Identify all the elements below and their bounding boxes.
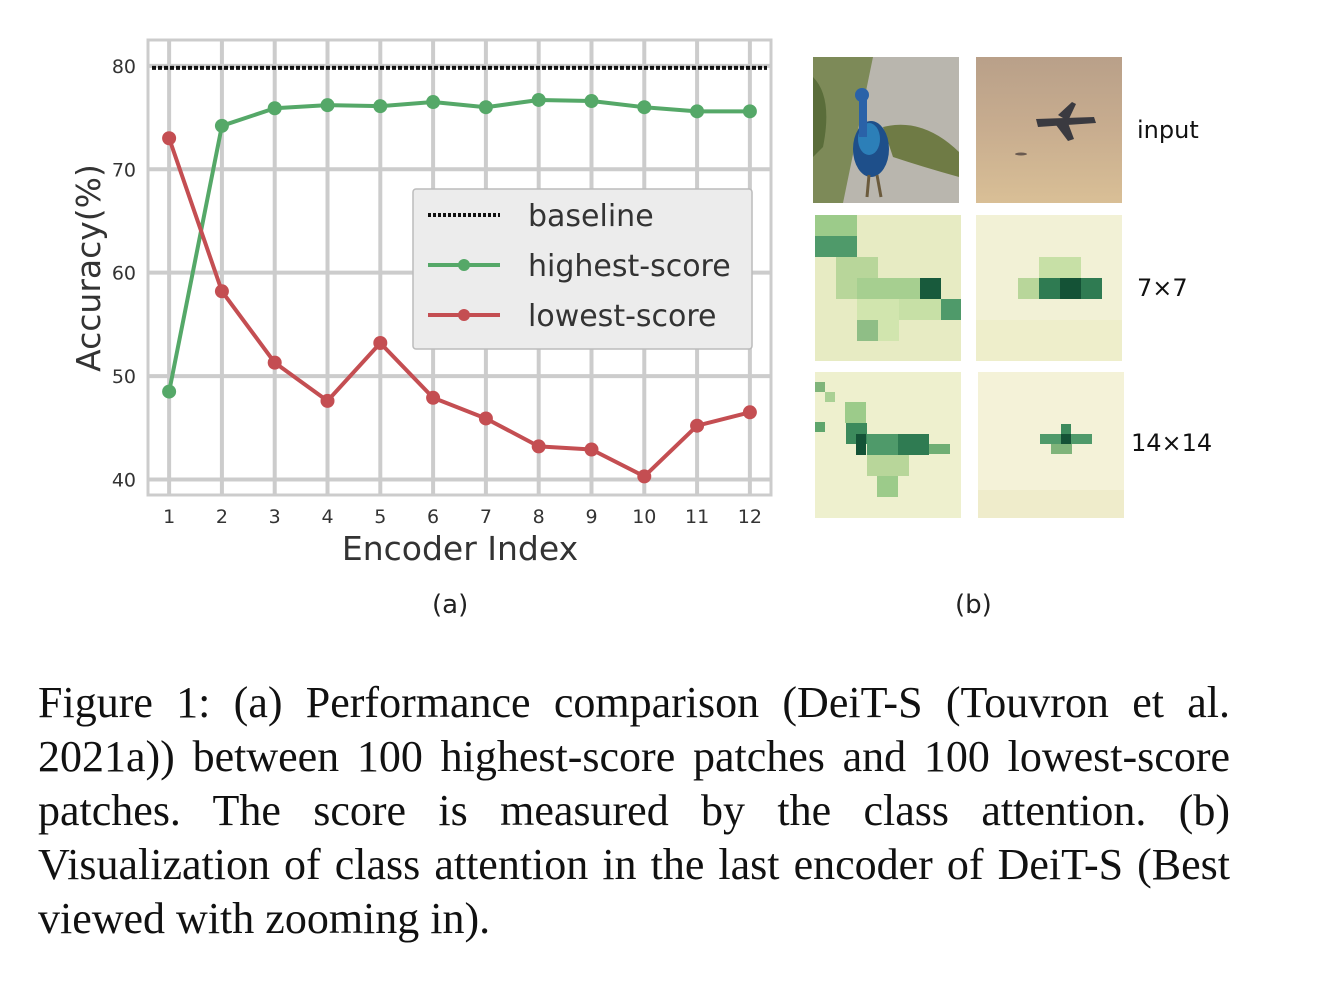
data-point-lowest-score: [637, 469, 652, 484]
y-tick-label: 40: [112, 469, 136, 491]
x-tick-label: 9: [585, 506, 597, 528]
x-tick-label: 7: [480, 506, 492, 528]
row-label-input: input: [1137, 116, 1199, 144]
series-line-highest-score: [167, 97, 750, 392]
data-point-highest-score: [742, 104, 757, 119]
data-point-highest-score: [162, 384, 177, 399]
data-point-lowest-score: [162, 131, 177, 146]
x-tick-label: 11: [685, 506, 709, 528]
grid: [148, 40, 771, 495]
y-tick-label: 70: [112, 159, 136, 181]
legend: baseline highest-score lowest-score: [412, 188, 753, 350]
airplane-attention-7x7: [976, 215, 1122, 361]
peacock-input-image: [813, 57, 959, 203]
legend-marker-highest: [458, 259, 470, 271]
figure-caption: Figure 1: (a) Performance comparison (De…: [38, 678, 1230, 943]
airplane-input-image: [976, 57, 1122, 203]
data-point-lowest-score: [742, 405, 757, 420]
data-point-highest-score: [320, 98, 335, 113]
y-tick-label: 80: [112, 56, 136, 78]
airplane-attention-14x14: [978, 372, 1124, 518]
legend-label-baseline: baseline: [528, 199, 654, 234]
data-point-lowest-score: [478, 411, 493, 426]
y-tick-label: 50: [112, 366, 136, 388]
data-point-highest-score: [690, 104, 705, 119]
data-point-lowest-score: [584, 442, 599, 457]
data-point-highest-score: [426, 95, 441, 110]
data-point-lowest-score: [690, 418, 705, 433]
data-point-highest-score: [584, 94, 599, 109]
data-point-highest-score: [531, 92, 546, 107]
peacock-attention-14x14: [815, 372, 961, 518]
x-tick-label: 1: [163, 506, 175, 528]
x-tick-label: 4: [321, 506, 333, 528]
data-point-highest-score: [214, 118, 229, 133]
y-axis-ticks: 40 50 60 70 80: [112, 56, 136, 492]
data-point-lowest-score: [531, 439, 546, 454]
x-tick-label: 10: [632, 506, 656, 528]
panel-b-label: (b): [955, 590, 992, 620]
data-point-lowest-score: [214, 284, 229, 299]
legend-label-highest: highest-score: [528, 249, 731, 284]
data-point-lowest-score: [267, 355, 282, 370]
row-label-14x14: 14×14: [1131, 429, 1213, 457]
data-point-lowest-score: [320, 393, 335, 408]
x-tick-label: 5: [374, 506, 386, 528]
legend-box: [412, 188, 753, 350]
data-point-highest-score: [267, 101, 282, 116]
legend-marker-lowest: [458, 309, 470, 321]
series-line-lowest-score: [167, 137, 751, 479]
x-tick-label: 12: [738, 506, 762, 528]
x-tick-label: 6: [427, 506, 439, 528]
row-label-7x7: 7×7: [1137, 274, 1188, 302]
data-point-highest-score: [478, 100, 493, 115]
data-point-highest-score: [637, 100, 652, 115]
series-lines: [152, 65, 767, 484]
data-point-lowest-score: [426, 390, 441, 405]
legend-label-lowest: lowest-score: [528, 299, 717, 334]
x-tick-label: 2: [216, 506, 228, 528]
x-tick-label: 8: [533, 506, 545, 528]
peacock-attention-7x7: [815, 215, 961, 361]
y-axis-label: Accuracy(%): [69, 164, 108, 372]
x-tick-label: 3: [269, 506, 281, 528]
data-point-highest-score: [373, 99, 388, 114]
data-point-lowest-score: [373, 335, 388, 350]
y-tick-label: 60: [112, 263, 136, 285]
panel-a-label: (a): [432, 590, 469, 620]
x-axis-label: Encoder Index: [342, 529, 578, 568]
x-axis-ticks: 1 2 3 4 5 6 7 8 9 10 11 12: [163, 506, 762, 528]
